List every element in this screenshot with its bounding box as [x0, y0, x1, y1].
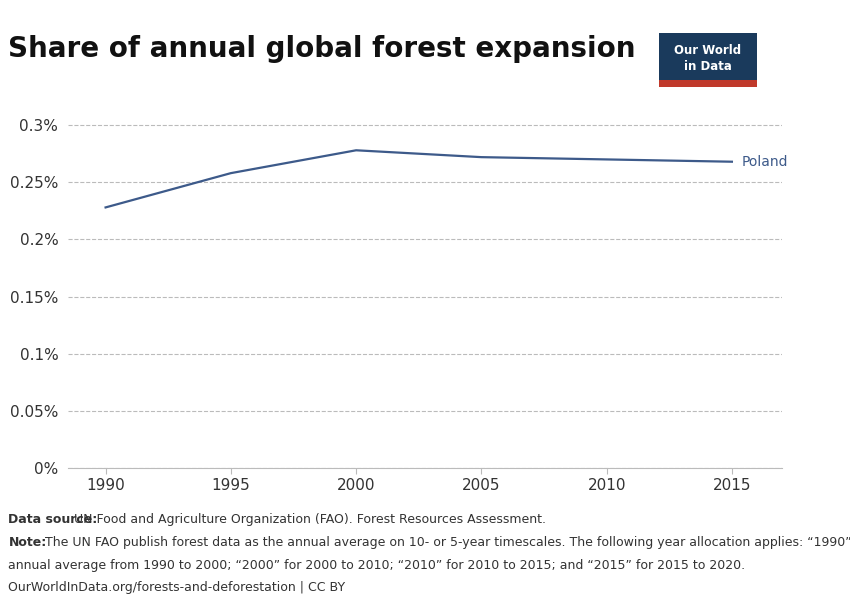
Text: Share of annual global forest expansion: Share of annual global forest expansion [8, 35, 636, 63]
Text: in Data: in Data [683, 59, 732, 73]
Text: Note:: Note: [8, 536, 47, 549]
Text: Our World: Our World [674, 44, 741, 58]
Text: The UN FAO publish forest data as the annual average on 10- or 5-year timescales: The UN FAO publish forest data as the an… [41, 536, 850, 549]
Text: OurWorldInData.org/forests-and-deforestation | CC BY: OurWorldInData.org/forests-and-deforesta… [8, 581, 346, 595]
Text: UN Food and Agriculture Organization (FAO). Forest Resources Assessment.: UN Food and Agriculture Organization (FA… [70, 513, 546, 526]
Text: Data source:: Data source: [8, 513, 98, 526]
Text: Poland: Poland [742, 155, 789, 169]
Text: annual average from 1990 to 2000; “2000” for 2000 to 2010; “2010” for 2010 to 20: annual average from 1990 to 2000; “2000”… [8, 559, 745, 572]
